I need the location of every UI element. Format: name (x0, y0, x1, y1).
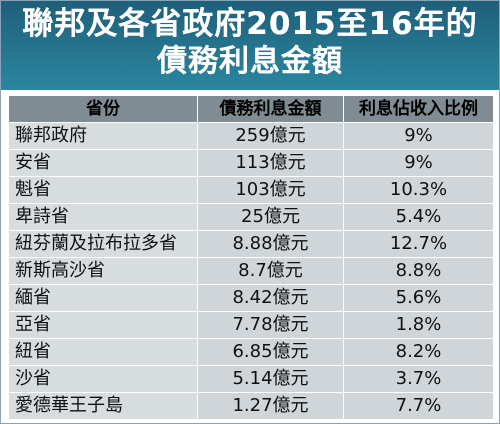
revenue-ratio-cell: 10.3% (344, 177, 493, 204)
table-row: 安省 113億元 9% (9, 150, 493, 177)
interest-amount-cell: 7.78億元 (198, 312, 344, 339)
title-banner: 聯邦及各省政府2015至16年的 債務利息金額 (1, 1, 499, 90)
province-cell: 紐芬蘭及拉布拉多省 (9, 231, 198, 258)
table-row: 紐芬蘭及拉布拉多省 8.88億元 12.7% (9, 231, 493, 258)
title-line-2: 債務利息金額 (157, 44, 343, 79)
province-cell: 安省 (9, 150, 198, 177)
revenue-ratio-cell: 3.7% (344, 366, 493, 393)
province-cell: 紐省 (9, 339, 198, 366)
revenue-ratio-cell: 12.7% (344, 231, 493, 258)
province-cell: 聯邦政府 (9, 123, 198, 150)
column-header-interest: 債務利息金額 (198, 96, 344, 123)
province-cell: 卑詩省 (9, 204, 198, 231)
table-row: 聯邦政府 259億元 9% (9, 123, 493, 150)
column-header-ratio: 利息佔收入比例 (344, 96, 493, 123)
table-header-row: 省份 債務利息金額 利息佔收入比例 (9, 96, 493, 123)
revenue-ratio-cell: 7.7% (344, 393, 493, 420)
interest-amount-cell: 25億元 (198, 204, 344, 231)
interest-amount-cell: 6.85億元 (198, 339, 344, 366)
interest-amount-cell: 1.27億元 (198, 393, 344, 420)
interest-table: 省份 債務利息金額 利息佔收入比例 聯邦政府 259億元 9% 安省 113億元 9% 魁省… (9, 96, 493, 420)
interest-amount-cell: 8.88億元 (198, 231, 344, 258)
table-row: 卑詩省 25億元 5.4% (9, 204, 493, 231)
revenue-ratio-cell: 9% (344, 123, 493, 150)
revenue-ratio-cell: 8.8% (344, 258, 493, 285)
revenue-ratio-cell: 1.8% (344, 312, 493, 339)
province-cell: 沙省 (9, 366, 198, 393)
column-header-province: 省份 (9, 96, 198, 123)
table-row: 緬省 8.42億元 5.6% (9, 285, 493, 312)
interest-amount-cell: 103億元 (198, 177, 344, 204)
province-cell: 緬省 (9, 285, 198, 312)
revenue-ratio-cell: 5.4% (344, 204, 493, 231)
province-cell: 愛德華王子島 (9, 393, 198, 420)
table-row: 亞省 7.78億元 1.8% (9, 312, 493, 339)
table-row: 新斯高沙省 8.7億元 8.8% (9, 258, 493, 285)
table-row: 魁省 103億元 10.3% (9, 177, 493, 204)
revenue-ratio-cell: 9% (344, 150, 493, 177)
interest-amount-cell: 113億元 (198, 150, 344, 177)
revenue-ratio-cell: 5.6% (344, 285, 493, 312)
interest-amount-cell: 5.14億元 (198, 366, 344, 393)
province-cell: 魁省 (9, 177, 198, 204)
table-row: 紐省 6.85億元 8.2% (9, 339, 493, 366)
title-line-1: 聯邦及各省政府2015至16年的 (22, 6, 478, 42)
interest-amount-cell: 259億元 (198, 123, 344, 150)
province-cell: 新斯高沙省 (9, 258, 198, 285)
revenue-ratio-cell: 8.2% (344, 339, 493, 366)
table-row: 愛德華王子島 1.27億元 7.7% (9, 393, 493, 420)
interest-amount-cell: 8.7億元 (198, 258, 344, 285)
province-cell: 亞省 (9, 312, 198, 339)
table-row: 沙省 5.14億元 3.7% (9, 366, 493, 393)
interest-amount-cell: 8.42億元 (198, 285, 344, 312)
